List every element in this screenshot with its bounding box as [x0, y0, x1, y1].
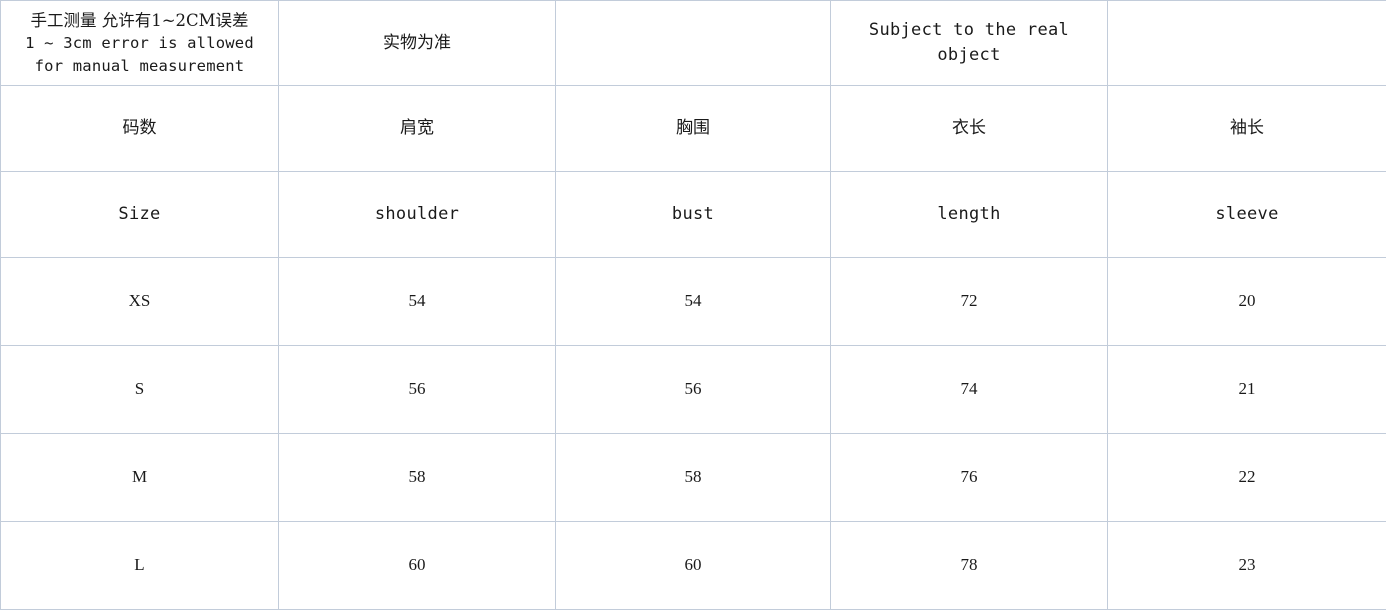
header-en-shoulder: shoulder	[279, 172, 556, 258]
measurement-note-en-line2: for manual measurement	[5, 55, 274, 77]
blank-cell-one	[556, 1, 831, 86]
measurement-note-cell: 手工测量 允许有1~2CM误差 1 ~ 3cm error is allowed…	[1, 1, 279, 86]
table-row: L 60 60 78 23	[1, 522, 1386, 610]
real-object-cn-cell: 实物为准	[279, 1, 556, 86]
cell-length: 72	[831, 258, 1108, 346]
header-en-sleeve: sleeve	[1108, 172, 1386, 258]
cell-bust: 60	[556, 522, 831, 610]
cell-sleeve: 21	[1108, 346, 1386, 434]
header-cn-shoulder: 肩宽	[279, 86, 556, 172]
header-en-size: Size	[1, 172, 279, 258]
cell-bust: 58	[556, 434, 831, 522]
header-en-length: length	[831, 172, 1108, 258]
table-row: M 58 58 76 22	[1, 434, 1386, 522]
cell-length: 78	[831, 522, 1108, 610]
cell-shoulder: 60	[279, 522, 556, 610]
cell-size: S	[1, 346, 279, 434]
table-row: XS 54 54 72 20	[1, 258, 1386, 346]
cell-shoulder: 56	[279, 346, 556, 434]
measurement-note-en-line1: 1 ~ 3cm error is allowed	[5, 32, 274, 54]
cell-length: 76	[831, 434, 1108, 522]
cell-size: M	[1, 434, 279, 522]
cell-size: XS	[1, 258, 279, 346]
table-row: S 56 56 74 21	[1, 346, 1386, 434]
blank-cell-two	[1108, 1, 1386, 86]
table-row-headers-en: Size shoulder bust length sleeve	[1, 172, 1386, 258]
cell-sleeve: 20	[1108, 258, 1386, 346]
header-cn-length: 衣长	[831, 86, 1108, 172]
cell-shoulder: 54	[279, 258, 556, 346]
cell-shoulder: 58	[279, 434, 556, 522]
cell-sleeve: 23	[1108, 522, 1386, 610]
cell-length: 74	[831, 346, 1108, 434]
cell-bust: 54	[556, 258, 831, 346]
header-cn-sleeve: 袖长	[1108, 86, 1386, 172]
header-en-bust: bust	[556, 172, 831, 258]
header-cn-size: 码数	[1, 86, 279, 172]
cell-sleeve: 22	[1108, 434, 1386, 522]
real-object-en-cell: Subject to the real object	[831, 1, 1108, 86]
table-row-headers-cn: 码数 肩宽 胸围 衣长 袖长	[1, 86, 1386, 172]
cell-size: L	[1, 522, 279, 610]
table-row-measurement-note: 手工测量 允许有1~2CM误差 1 ~ 3cm error is allowed…	[1, 1, 1386, 86]
header-cn-bust: 胸围	[556, 86, 831, 172]
cell-bust: 56	[556, 346, 831, 434]
measurement-note-cn: 手工测量 允许有1~2CM误差	[5, 9, 274, 33]
